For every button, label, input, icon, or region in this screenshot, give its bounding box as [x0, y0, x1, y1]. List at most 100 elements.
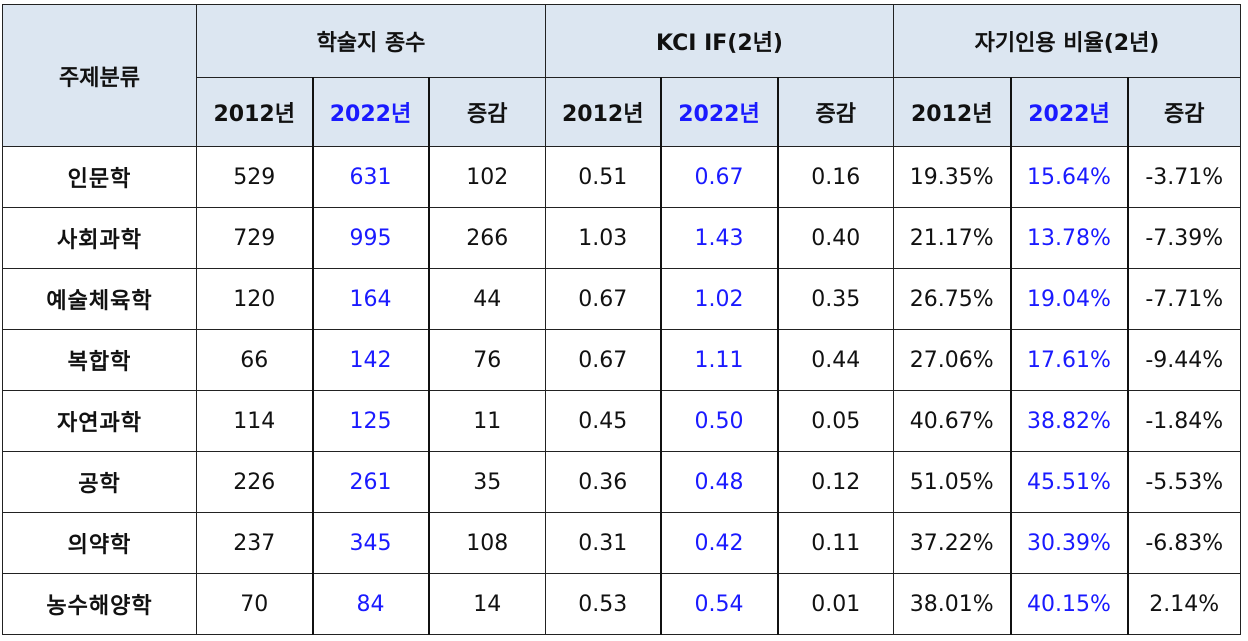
cell: 1.11: [659, 329, 779, 391]
row-label: 복합학: [2, 329, 197, 391]
cell: 0.12: [777, 451, 894, 513]
cell: 261: [311, 451, 430, 513]
cell: 40.67%: [893, 390, 1011, 452]
cell: 44: [428, 268, 546, 330]
cell: 38.01%: [893, 573, 1011, 635]
cell: 51.05%: [893, 451, 1011, 513]
cell: 66: [196, 329, 313, 391]
cell: 729: [196, 207, 313, 269]
cell: 37.22%: [893, 512, 1011, 574]
cell: 11: [428, 390, 546, 452]
row-label: 공학: [2, 451, 197, 513]
cell: 114: [196, 390, 313, 452]
cell: 0.16: [777, 146, 894, 208]
row-label: 농수해양학: [2, 573, 197, 635]
cell: 27.06%: [893, 329, 1011, 391]
corner-header: 주제분류: [2, 4, 197, 147]
cell: 1.43: [659, 207, 779, 269]
year-header: 증감: [1127, 77, 1241, 147]
cell: 0.31: [545, 512, 661, 574]
cell: 125: [311, 390, 430, 452]
header-row: 2012년 2022년 증감 2012년 2022년 증감 2012년 2022년 증감: [3, 77, 1241, 147]
cell: 226: [196, 451, 313, 513]
table-row: 예술체육학 120 164 44 0.67 1.02 0.35 26.75% 19.04% -7.…: [2, 268, 1241, 330]
year-header: 2022년: [659, 77, 779, 147]
cell: 70: [196, 573, 313, 635]
year-header: 2012년: [545, 77, 661, 147]
group-header: 학술지 종수: [196, 4, 546, 78]
cell: 995: [311, 207, 430, 269]
cell: 1.03: [545, 207, 661, 269]
cell: 21.17%: [893, 207, 1011, 269]
cell: -3.71%: [1127, 146, 1241, 208]
cell: 2.14%: [1127, 573, 1241, 635]
group-header: KCI IF(2년): [545, 4, 894, 78]
cell: -9.44%: [1127, 329, 1241, 391]
cell: 0.45: [545, 390, 661, 452]
cell: 0.67: [545, 268, 661, 330]
cell: 631: [311, 146, 430, 208]
row-label: 예술체육학: [2, 268, 197, 330]
cell: -1.84%: [1127, 390, 1241, 452]
table-row: 인문학 529 631 102 0.51 0.67 0.16 19.35% 15.64% -3.7…: [2, 146, 1241, 208]
group-header: 자기인용 비율(2년): [893, 4, 1241, 78]
cell: 102: [428, 146, 546, 208]
row-label: 의약학: [2, 512, 197, 574]
cell: 529: [196, 146, 313, 208]
cell: -6.83%: [1127, 512, 1241, 574]
row-label: 인문학: [2, 146, 197, 208]
cell: 0.51: [545, 146, 661, 208]
table-row: 의약학 237 345 108 0.31 0.42 0.11 37.22% 30.39% -6.8…: [2, 512, 1241, 574]
table-row: 농수해양학 70 84 14 0.53 0.54 0.01 38.01% 40.15% 2.14%: [2, 573, 1241, 635]
cell: 164: [311, 268, 430, 330]
cell: 0.11: [777, 512, 894, 574]
cell: -7.71%: [1127, 268, 1241, 330]
cell: 345: [311, 512, 430, 574]
cell: 0.40: [777, 207, 894, 269]
year-header: 증감: [428, 77, 546, 147]
cell: 0.35: [777, 268, 894, 330]
cell: 0.67: [659, 146, 779, 208]
cell: 0.48: [659, 451, 779, 513]
cell: 0.42: [659, 512, 779, 574]
cell: 0.05: [777, 390, 894, 452]
data-table: 주제분류 학술지 종수 KCI IF(2년) 자기인용 비율(2년) 2012년 20…: [2, 4, 1241, 635]
cell: 266: [428, 207, 546, 269]
year-header: 2022년: [1009, 77, 1129, 147]
cell: 0.36: [545, 451, 661, 513]
table-row: 복합학 66 142 76 0.67 1.11 0.44 27.06% 17.61% -9.44%: [2, 329, 1241, 391]
cell: 14: [428, 573, 546, 635]
cell: 0.67: [545, 329, 661, 391]
year-header: 2012년: [196, 77, 313, 147]
cell: 0.01: [777, 573, 894, 635]
cell: 0.50: [659, 390, 779, 452]
cell: 13.78%: [1009, 207, 1129, 269]
cell: 30.39%: [1009, 512, 1129, 574]
cell: -7.39%: [1127, 207, 1241, 269]
cell: 0.53: [545, 573, 661, 635]
cell: 84: [311, 573, 430, 635]
cell: 19.35%: [893, 146, 1011, 208]
year-header: 2012년: [893, 77, 1011, 147]
table-row: 사회과학 729 995 266 1.03 1.43 0.40 21.17% 13.78% -7.…: [2, 207, 1241, 269]
cell: 35: [428, 451, 546, 513]
table-row: 자연과학 114 125 11 0.45 0.50 0.05 40.67% 38.82% -1.8…: [2, 390, 1241, 452]
row-label: 사회과학: [2, 207, 197, 269]
cell: 120: [196, 268, 313, 330]
cell: 45.51%: [1009, 451, 1129, 513]
cell: 0.54: [659, 573, 779, 635]
row-label: 자연과학: [2, 390, 197, 452]
table-row: 공학 226 261 35 0.36 0.48 0.12 51.05% 45.51% -5.53%: [2, 451, 1241, 513]
cell: 15.64%: [1009, 146, 1129, 208]
year-header: 2022년: [311, 77, 430, 147]
header-row: 주제분류 학술지 종수 KCI IF(2년) 자기인용 비율(2년): [2, 4, 1241, 147]
cell: 17.61%: [1009, 329, 1129, 391]
cell: 142: [311, 329, 430, 391]
cell: 237: [196, 512, 313, 574]
cell: 1.02: [659, 268, 779, 330]
cell: 38.82%: [1009, 390, 1129, 452]
cell: 40.15%: [1009, 573, 1129, 635]
table-body: 인문학 529 631 102 0.51 0.67 0.16 19.35% 15.64% -3.7…: [2, 146, 1241, 635]
cell: 19.04%: [1009, 268, 1129, 330]
